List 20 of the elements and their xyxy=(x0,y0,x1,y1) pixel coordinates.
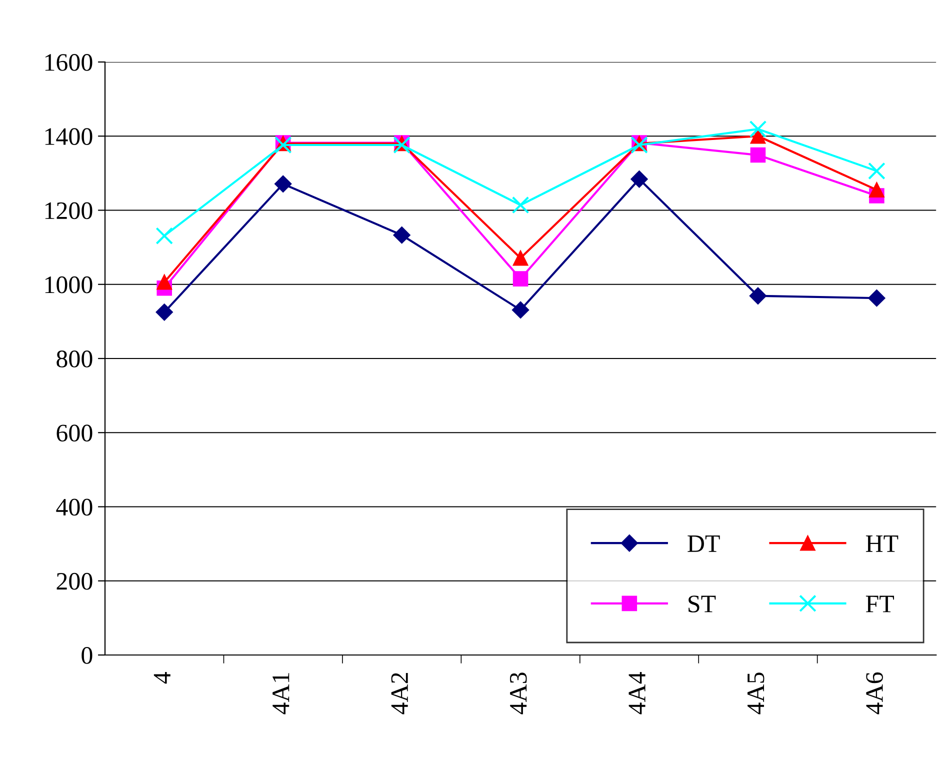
x-tick-label: 4A6 xyxy=(866,672,883,714)
y-tick-label: 1000 xyxy=(45,276,92,294)
x-tick-label: 4A4 xyxy=(628,672,646,714)
legend-label: HT xyxy=(866,535,898,552)
y-tick-label: 1200 xyxy=(45,202,92,220)
y-tick-label: 200 xyxy=(56,572,92,590)
legend-label: DT xyxy=(688,535,720,552)
y-tick-label: 0 xyxy=(82,647,92,664)
legend-label: FT xyxy=(866,596,894,612)
y-tick-label: 1400 xyxy=(45,128,92,146)
x-tick-label: 4A2 xyxy=(391,673,408,714)
legend-label: ST xyxy=(688,596,716,612)
y-tick-label: 800 xyxy=(56,350,92,368)
y-tick-label: 1600 xyxy=(45,54,92,71)
x-tick-label: 4A1 xyxy=(272,673,290,714)
y-tick-label: 600 xyxy=(56,424,92,442)
y-tick-label: 400 xyxy=(56,498,92,516)
x-tick-label: 4A5 xyxy=(747,672,764,714)
x-tick-label: 4 xyxy=(154,672,170,684)
x-tick-label: 4A3 xyxy=(510,672,527,714)
